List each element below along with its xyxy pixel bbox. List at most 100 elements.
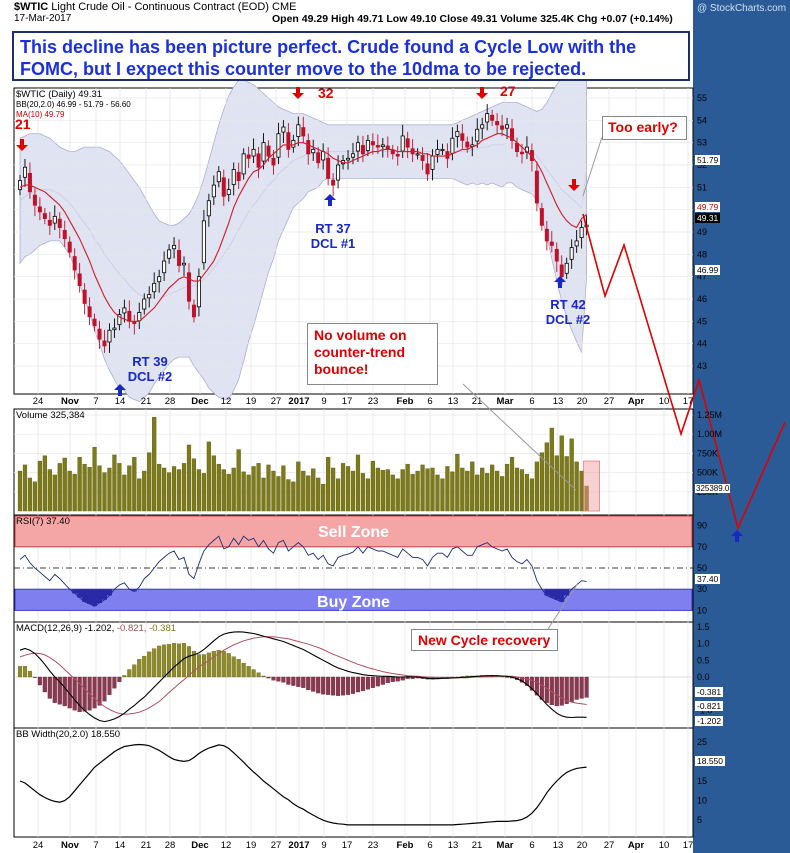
volume-tick-1.25M: 1.25M — [697, 410, 722, 420]
volume-bar-69 — [360, 473, 366, 512]
macd-hist-bar-66 — [345, 676, 351, 695]
candle-body-37 — [201, 220, 206, 264]
candle-body-81 — [420, 155, 425, 161]
commentary-box: This decline has been picture perfect. C… — [12, 31, 690, 81]
candle-body-29 — [162, 260, 167, 274]
candle-body-85 — [440, 148, 445, 151]
ma10-line — [19, 133, 587, 322]
date-tick-bottom-Apr-23: Apr — [628, 840, 645, 851]
candle-body-1 — [22, 166, 27, 178]
cycle-label-rt42: RT 42 DCL #2 — [545, 297, 591, 327]
candle-body-21 — [122, 307, 127, 314]
date-tick-top-7-2: 7 — [93, 396, 98, 407]
price-tick-43: 43 — [697, 361, 707, 371]
volume-bar-12 — [77, 457, 82, 512]
volume-bar-2 — [27, 477, 33, 512]
candle-body-18 — [107, 329, 112, 343]
arrow-low-rt42-stem — [558, 282, 562, 288]
macd-hist-bar-12 — [77, 676, 82, 712]
candle-body-35 — [191, 304, 196, 318]
rsi-line — [19, 535, 587, 607]
macd-hist-bar-67 — [350, 676, 356, 694]
candle-body-68 — [355, 142, 360, 152]
volume-bar-48 — [256, 463, 261, 512]
volume-bar-24 — [137, 478, 142, 512]
annotation-graphics — [16, 87, 743, 630]
cycle-count-21: 21 — [15, 116, 31, 132]
volume-bar-76 — [395, 478, 400, 512]
macd-hist-bar-29 — [162, 644, 167, 678]
volume-bar-37 — [201, 473, 206, 512]
candle-body-45 — [241, 153, 246, 175]
tag-macd-hist: -0.381 — [695, 687, 724, 697]
macd-hist-bar-73 — [380, 676, 385, 685]
volume-bar-80 — [415, 470, 420, 512]
candle-body-17 — [102, 340, 107, 347]
macd-hist-bar-0 — [17, 666, 23, 678]
candle-body-33 — [182, 262, 187, 266]
candle-body-31 — [172, 244, 177, 250]
volume-bar-66 — [345, 466, 351, 512]
candle-body-23 — [132, 321, 137, 324]
date-tick-top-6-15: 6 — [427, 396, 432, 407]
volume-bar-107 — [549, 427, 554, 512]
candle-body-3 — [32, 194, 37, 206]
macd-hist-bar-45 — [241, 662, 246, 678]
volume-bar-75 — [390, 474, 395, 512]
macd-hist-bar-31 — [172, 643, 177, 678]
bbwidth-line — [19, 743, 587, 826]
candle-body-25 — [142, 298, 147, 310]
date-tick-bottom-27-22: 27 — [604, 840, 615, 851]
volume-bar-20 — [117, 463, 122, 512]
volume-bar-40 — [216, 463, 221, 512]
volume-bar-85 — [440, 478, 445, 512]
volume-bar-81 — [420, 464, 425, 512]
volume-bar-15 — [92, 447, 97, 512]
volume-bar-18 — [107, 467, 112, 512]
projection-zigzag — [582, 213, 786, 531]
date-tick-bottom-24-0: 24 — [33, 840, 44, 851]
macd-hist-bar-110 — [564, 676, 569, 704]
date-tick-top-21-17: 21 — [472, 396, 483, 407]
macd-hist-bar-98 — [505, 676, 510, 678]
volume-bar-8 — [57, 463, 62, 512]
date-tick-bottom-7-2: 7 — [93, 840, 98, 851]
macd-hist-bar-11 — [72, 676, 77, 711]
arrow-top-current-stem — [572, 179, 576, 185]
candle-body-63 — [331, 179, 336, 186]
candle-body-44 — [236, 171, 241, 182]
symbol: $WTIC — [14, 1, 49, 13]
volume-bar-72 — [375, 467, 380, 512]
date-tick-top-14-3: 14 — [115, 396, 126, 407]
macd-hist-bar-58 — [306, 676, 311, 691]
volume-bar-5 — [42, 455, 47, 512]
date-tick-bottom-13-16: 13 — [448, 840, 459, 851]
price-candles — [17, 104, 589, 353]
date-tick-top-9-11: 9 — [321, 396, 326, 407]
tag-bbwidth-last: 18.550 — [695, 756, 725, 766]
candle-body-95 — [490, 114, 495, 121]
date-tick-bottom-21-17: 21 — [472, 840, 483, 851]
candle-body-83 — [430, 155, 435, 170]
date-tick-bottom-27-9: 27 — [271, 840, 282, 851]
date-tick-top-27-9: 27 — [271, 396, 282, 407]
volume-bar-1 — [22, 464, 28, 512]
macd-signal-line — [19, 636, 587, 715]
macd-hist-bar-50 — [266, 676, 271, 679]
candle-body-113 — [579, 227, 584, 238]
date-tick-bottom-14-3: 14 — [115, 840, 126, 851]
macd-hist-bar-55 — [291, 676, 296, 686]
candle-body-6 — [47, 219, 52, 226]
candle-body-34 — [186, 272, 191, 302]
date-tick-bottom-2017-10: 2017 — [288, 840, 309, 851]
arrow-low-rt37-stem — [328, 200, 332, 206]
candle-body-39 — [211, 184, 216, 198]
candle-body-76 — [395, 153, 400, 157]
macd-legend: MACD(12,26,9) -1.202, -0.821, -0.381 — [16, 623, 176, 634]
date-tick-bottom-Feb-14: Feb — [397, 840, 414, 851]
macd-hist-bar-23 — [132, 664, 137, 678]
volume-bar-13 — [82, 463, 87, 512]
candle-body-10 — [67, 241, 72, 253]
macd-hist-bar-65 — [340, 676, 346, 696]
